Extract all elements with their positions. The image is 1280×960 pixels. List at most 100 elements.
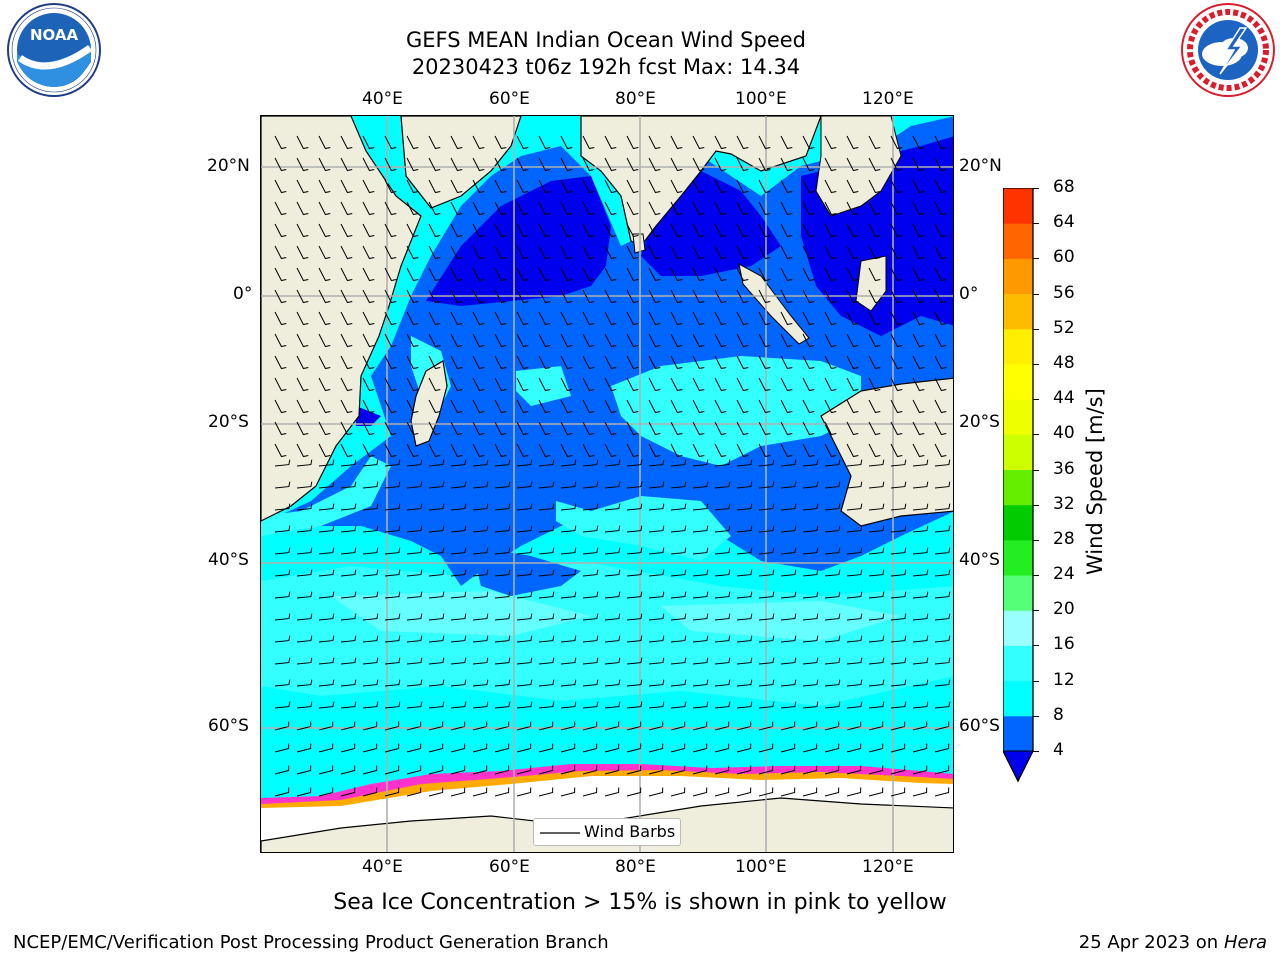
wind-barb bbox=[428, 459, 445, 467]
wind-barb bbox=[384, 135, 397, 150]
wind-barb bbox=[516, 289, 529, 304]
wind-barb bbox=[274, 613, 291, 621]
wind-barb bbox=[890, 591, 907, 599]
wind-barb bbox=[274, 701, 291, 709]
colorbar-segment bbox=[1003, 223, 1033, 259]
wind-barb bbox=[692, 443, 705, 458]
wind-speed-map[interactable] bbox=[260, 115, 954, 853]
wind-barb bbox=[560, 333, 573, 348]
wind-barb bbox=[802, 787, 818, 797]
colorbar-tick-label: 28 bbox=[1053, 528, 1075, 549]
wind-barb bbox=[758, 223, 771, 238]
wind-barb bbox=[714, 591, 731, 599]
wind-barb bbox=[758, 311, 771, 326]
wind-barb bbox=[868, 569, 885, 577]
wind-barb bbox=[296, 765, 312, 775]
wind-barb bbox=[934, 377, 947, 392]
wind-barb bbox=[318, 481, 335, 489]
wind-barb bbox=[912, 721, 928, 731]
wind-barb bbox=[384, 245, 397, 260]
wind-barb bbox=[626, 679, 643, 687]
wind-barb bbox=[560, 635, 577, 643]
wind-barb bbox=[890, 525, 907, 533]
wind-barb bbox=[758, 591, 775, 599]
wind-barb bbox=[692, 765, 708, 775]
wind-barb bbox=[670, 525, 687, 533]
wind-barb bbox=[582, 157, 595, 172]
wind-barb bbox=[714, 765, 730, 775]
wind-barb bbox=[604, 245, 617, 260]
wind-barb bbox=[626, 421, 639, 436]
wind-barb bbox=[340, 355, 353, 370]
wind-barb bbox=[736, 613, 753, 621]
wind-barb bbox=[670, 355, 683, 370]
wind-barb bbox=[560, 201, 573, 216]
wind-barb bbox=[560, 311, 573, 326]
wind-barb bbox=[406, 245, 419, 260]
wind-barb bbox=[538, 701, 555, 709]
wind-barb bbox=[626, 267, 639, 282]
wind-barb bbox=[516, 569, 533, 577]
wind-barb bbox=[604, 679, 621, 687]
wind-barb bbox=[274, 223, 287, 238]
wind-barb bbox=[846, 721, 862, 731]
wind-barb bbox=[670, 743, 686, 753]
wind-barb bbox=[516, 503, 533, 511]
wind-barb bbox=[494, 613, 511, 621]
wind-barb bbox=[648, 311, 661, 326]
wind-barb bbox=[912, 503, 929, 511]
wind-barb bbox=[868, 503, 885, 511]
lat-tick-right: 20°N bbox=[959, 156, 1002, 176]
wind-barb bbox=[714, 443, 727, 458]
wind-barb bbox=[362, 525, 379, 533]
wind-barb bbox=[318, 333, 331, 348]
wind-barb bbox=[582, 657, 599, 665]
wind-barb bbox=[868, 701, 885, 709]
wind-barb bbox=[604, 157, 617, 172]
wind-barb bbox=[384, 679, 401, 687]
wind-barb bbox=[296, 525, 313, 533]
wind-barb bbox=[296, 201, 309, 216]
wind-barb bbox=[516, 635, 533, 643]
wind-barb bbox=[494, 289, 507, 304]
wind-barb bbox=[802, 591, 819, 599]
wind-barb bbox=[604, 399, 617, 414]
wind-barb bbox=[780, 787, 796, 797]
wind-barb bbox=[472, 787, 488, 797]
wind-barb bbox=[714, 135, 727, 150]
wind-barb bbox=[582, 613, 599, 621]
wind-barb bbox=[934, 635, 951, 643]
wind-barb bbox=[912, 459, 929, 467]
wind-barb bbox=[428, 443, 441, 458]
wind-barb bbox=[406, 481, 423, 489]
colorbar-under-arrow bbox=[1002, 750, 1034, 783]
wind-barb bbox=[846, 267, 859, 282]
wind-barb bbox=[648, 179, 661, 194]
wind-barb bbox=[890, 355, 903, 370]
wind-barb bbox=[648, 635, 665, 643]
wind-barb bbox=[758, 355, 771, 370]
wind-barb bbox=[758, 503, 775, 511]
wind-barb bbox=[318, 547, 335, 555]
wind-barb bbox=[318, 201, 331, 216]
wind-barb bbox=[846, 289, 859, 304]
wind-barb bbox=[626, 459, 643, 467]
wind-barb bbox=[274, 787, 290, 797]
wind-barb bbox=[604, 481, 621, 489]
wind-barb bbox=[648, 377, 661, 392]
wind-barb bbox=[516, 245, 529, 260]
wind-barb bbox=[714, 657, 731, 665]
wind-barb bbox=[934, 701, 951, 709]
wind-barb bbox=[450, 657, 467, 665]
wind-barb bbox=[802, 765, 818, 775]
wind-barb bbox=[824, 569, 841, 577]
wind-barb bbox=[516, 481, 533, 489]
wind-barb bbox=[736, 569, 753, 577]
wind-barb bbox=[582, 179, 595, 194]
wind-barb bbox=[494, 787, 510, 797]
wind-barb bbox=[780, 377, 793, 392]
wind-barb bbox=[472, 721, 488, 731]
wind-barb bbox=[384, 377, 397, 392]
wind-barb bbox=[428, 377, 441, 392]
wind-barb bbox=[890, 679, 907, 687]
